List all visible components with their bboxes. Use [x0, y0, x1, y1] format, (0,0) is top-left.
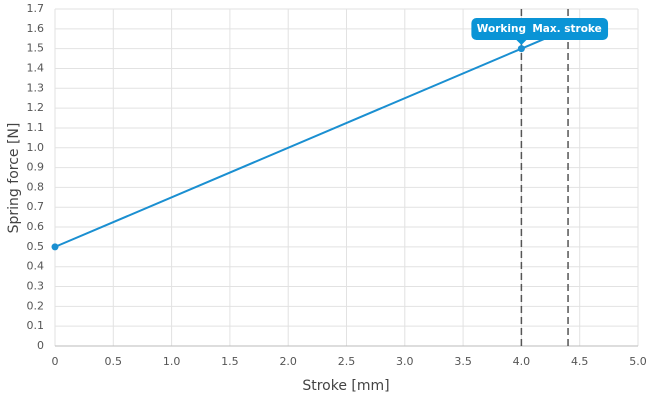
- y-tick-label: 0.6: [27, 220, 45, 233]
- y-tick-label: 0.5: [27, 240, 45, 253]
- x-tick-label: 0: [52, 355, 59, 368]
- y-tick-label: 1.4: [27, 61, 45, 74]
- x-tick-label: 4.0: [513, 355, 531, 368]
- y-tick-label: 0: [37, 339, 44, 352]
- x-tick-label: 4.5: [571, 355, 589, 368]
- y-tick-label: 0.7: [27, 200, 45, 213]
- y-tick-label: 1.6: [27, 22, 45, 35]
- x-axis-label: Stroke [mm]: [302, 378, 389, 394]
- x-tick-label: 2.5: [338, 355, 356, 368]
- y-tick-label: 1.3: [27, 81, 45, 94]
- x-tick-label: 5.0: [629, 355, 647, 368]
- x-tick-label: 2.0: [279, 355, 297, 368]
- y-tick-label: 0.2: [27, 299, 45, 312]
- y-tick-label: 1.2: [27, 101, 45, 114]
- x-tick-label: 1.5: [221, 355, 239, 368]
- x-tick-label: 3.0: [396, 355, 414, 368]
- x-tick-label: 3.5: [454, 355, 472, 368]
- series-line: [54, 27, 569, 248]
- y-tick-label: 0.8: [27, 180, 45, 193]
- data-point: [51, 243, 59, 251]
- y-tick-label: 0.3: [27, 280, 45, 293]
- data-point: [517, 45, 525, 53]
- annotation-label: Max. stroke: [532, 23, 601, 35]
- annotation-pointer: [516, 40, 527, 45]
- annotation-box: [471, 18, 609, 40]
- y-tick-label: 0.9: [27, 161, 45, 174]
- y-axis-label: Spring force [N]: [6, 123, 22, 234]
- y-tick-label: 1.5: [27, 42, 45, 55]
- annotation-label: Working: [477, 23, 526, 35]
- y-tick-label: 0.4: [27, 260, 45, 273]
- x-tick-label: 0.5: [105, 355, 123, 368]
- y-tick-label: 1.7: [27, 2, 45, 15]
- y-tick-label: 1.1: [27, 121, 45, 134]
- y-tick-label: 1.0: [27, 141, 45, 154]
- x-tick-label: 1.0: [163, 355, 181, 368]
- y-tick-label: 0.1: [27, 319, 45, 332]
